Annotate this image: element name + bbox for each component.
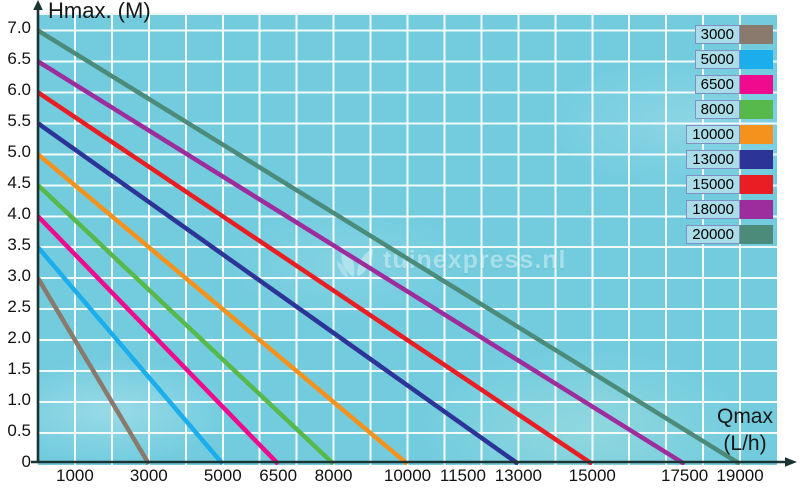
y-tick-label: 5.0: [7, 142, 31, 162]
y-tick-label: 0: [21, 452, 31, 471]
x-tick-label: 3000: [129, 466, 168, 485]
x-tick-label: 17500: [660, 466, 709, 485]
legend-item-8000: 8000: [686, 100, 773, 119]
x-axis-title-line1: Qmax: [716, 405, 773, 428]
y-tick-label: 2.5: [7, 297, 31, 317]
series-line-8000: [38, 183, 336, 465]
series-line-3000: [38, 277, 151, 465]
legend-label: 8000: [694, 100, 740, 119]
y-tick-label: 1.0: [7, 390, 31, 410]
y-axis-title: Hmax. (M): [48, 0, 151, 23]
y-tick-label: 6.0: [7, 80, 31, 100]
y-tick-label: 6.5: [7, 49, 31, 69]
series-line-5000: [38, 245, 225, 465]
series-line-6500: [38, 214, 280, 465]
legend-label: 10000: [686, 125, 740, 144]
y-tick-label: 4.5: [7, 173, 31, 193]
x-tick-label: 19000: [716, 466, 764, 485]
y-tick-label: 0.5: [7, 421, 31, 441]
legend-label: 3000: [694, 25, 740, 44]
x-tick-label: 11500: [439, 466, 486, 485]
legend-item-18000: 18000: [686, 200, 773, 219]
series-lines: [38, 28, 742, 465]
legend-swatch: [740, 225, 773, 244]
legend-label: 13000: [686, 150, 740, 169]
legend-label: 6500: [694, 75, 740, 94]
legend-swatch: [740, 175, 773, 194]
series-line-15000: [38, 90, 594, 465]
legend-swatch: [740, 200, 773, 219]
legend-swatch: [740, 100, 773, 119]
x-tick-label: 6500: [259, 466, 298, 485]
legend-label: 18000: [686, 200, 740, 219]
legend-item-3000: 3000: [686, 25, 773, 44]
legend-item-15000: 15000: [686, 175, 773, 194]
legend-item-20000: 20000: [686, 225, 773, 244]
plot-area: tuinexpress.nl: [38, 13, 777, 465]
legend-label: 20000: [686, 225, 740, 244]
series-line-13000: [38, 121, 520, 465]
y-tick-label: 5.5: [7, 111, 31, 131]
legend-label: 5000: [694, 50, 740, 69]
legend-swatch: [740, 150, 773, 169]
y-tick-label: 1.5: [7, 359, 31, 379]
x-tick-label: 5000: [203, 466, 242, 485]
gridlines: [38, 15, 777, 465]
x-tick-label: 15000: [568, 466, 616, 485]
legend-item-5000: 5000: [686, 50, 773, 69]
legend-label: 15000: [686, 175, 740, 194]
y-tick-label: 4.0: [7, 204, 31, 224]
x-tick-label: 13000: [494, 466, 542, 485]
legend-swatch: [740, 125, 773, 144]
legend-item-10000: 10000: [686, 125, 773, 144]
y-tick-label: 3.5: [7, 235, 31, 255]
x-tick-label: 8000: [314, 466, 353, 485]
legend: 3000 5000 6500 8000 10000 13000 15000 18000 2000…: [686, 25, 773, 250]
y-tick-label: 7.0: [7, 18, 31, 38]
x-axis-title: Qmax (L/h): [702, 403, 788, 457]
series-line-10000: [38, 152, 409, 465]
x-axis-title-line2: (L/h): [723, 432, 767, 455]
legend-item-6500: 6500: [686, 75, 773, 94]
x-tick-label: 10000: [383, 466, 432, 485]
y-tick-label: 2.0: [7, 328, 31, 348]
legend-swatch: [740, 75, 773, 94]
series-line-20000: [38, 28, 742, 465]
legend-swatch: [740, 50, 773, 69]
x-tick-label: 1000: [56, 466, 94, 485]
legend-swatch: [740, 25, 773, 44]
series-line-18000: [38, 59, 686, 465]
y-tick-label: 3.0: [7, 266, 31, 286]
legend-item-13000: 13000: [686, 150, 773, 169]
